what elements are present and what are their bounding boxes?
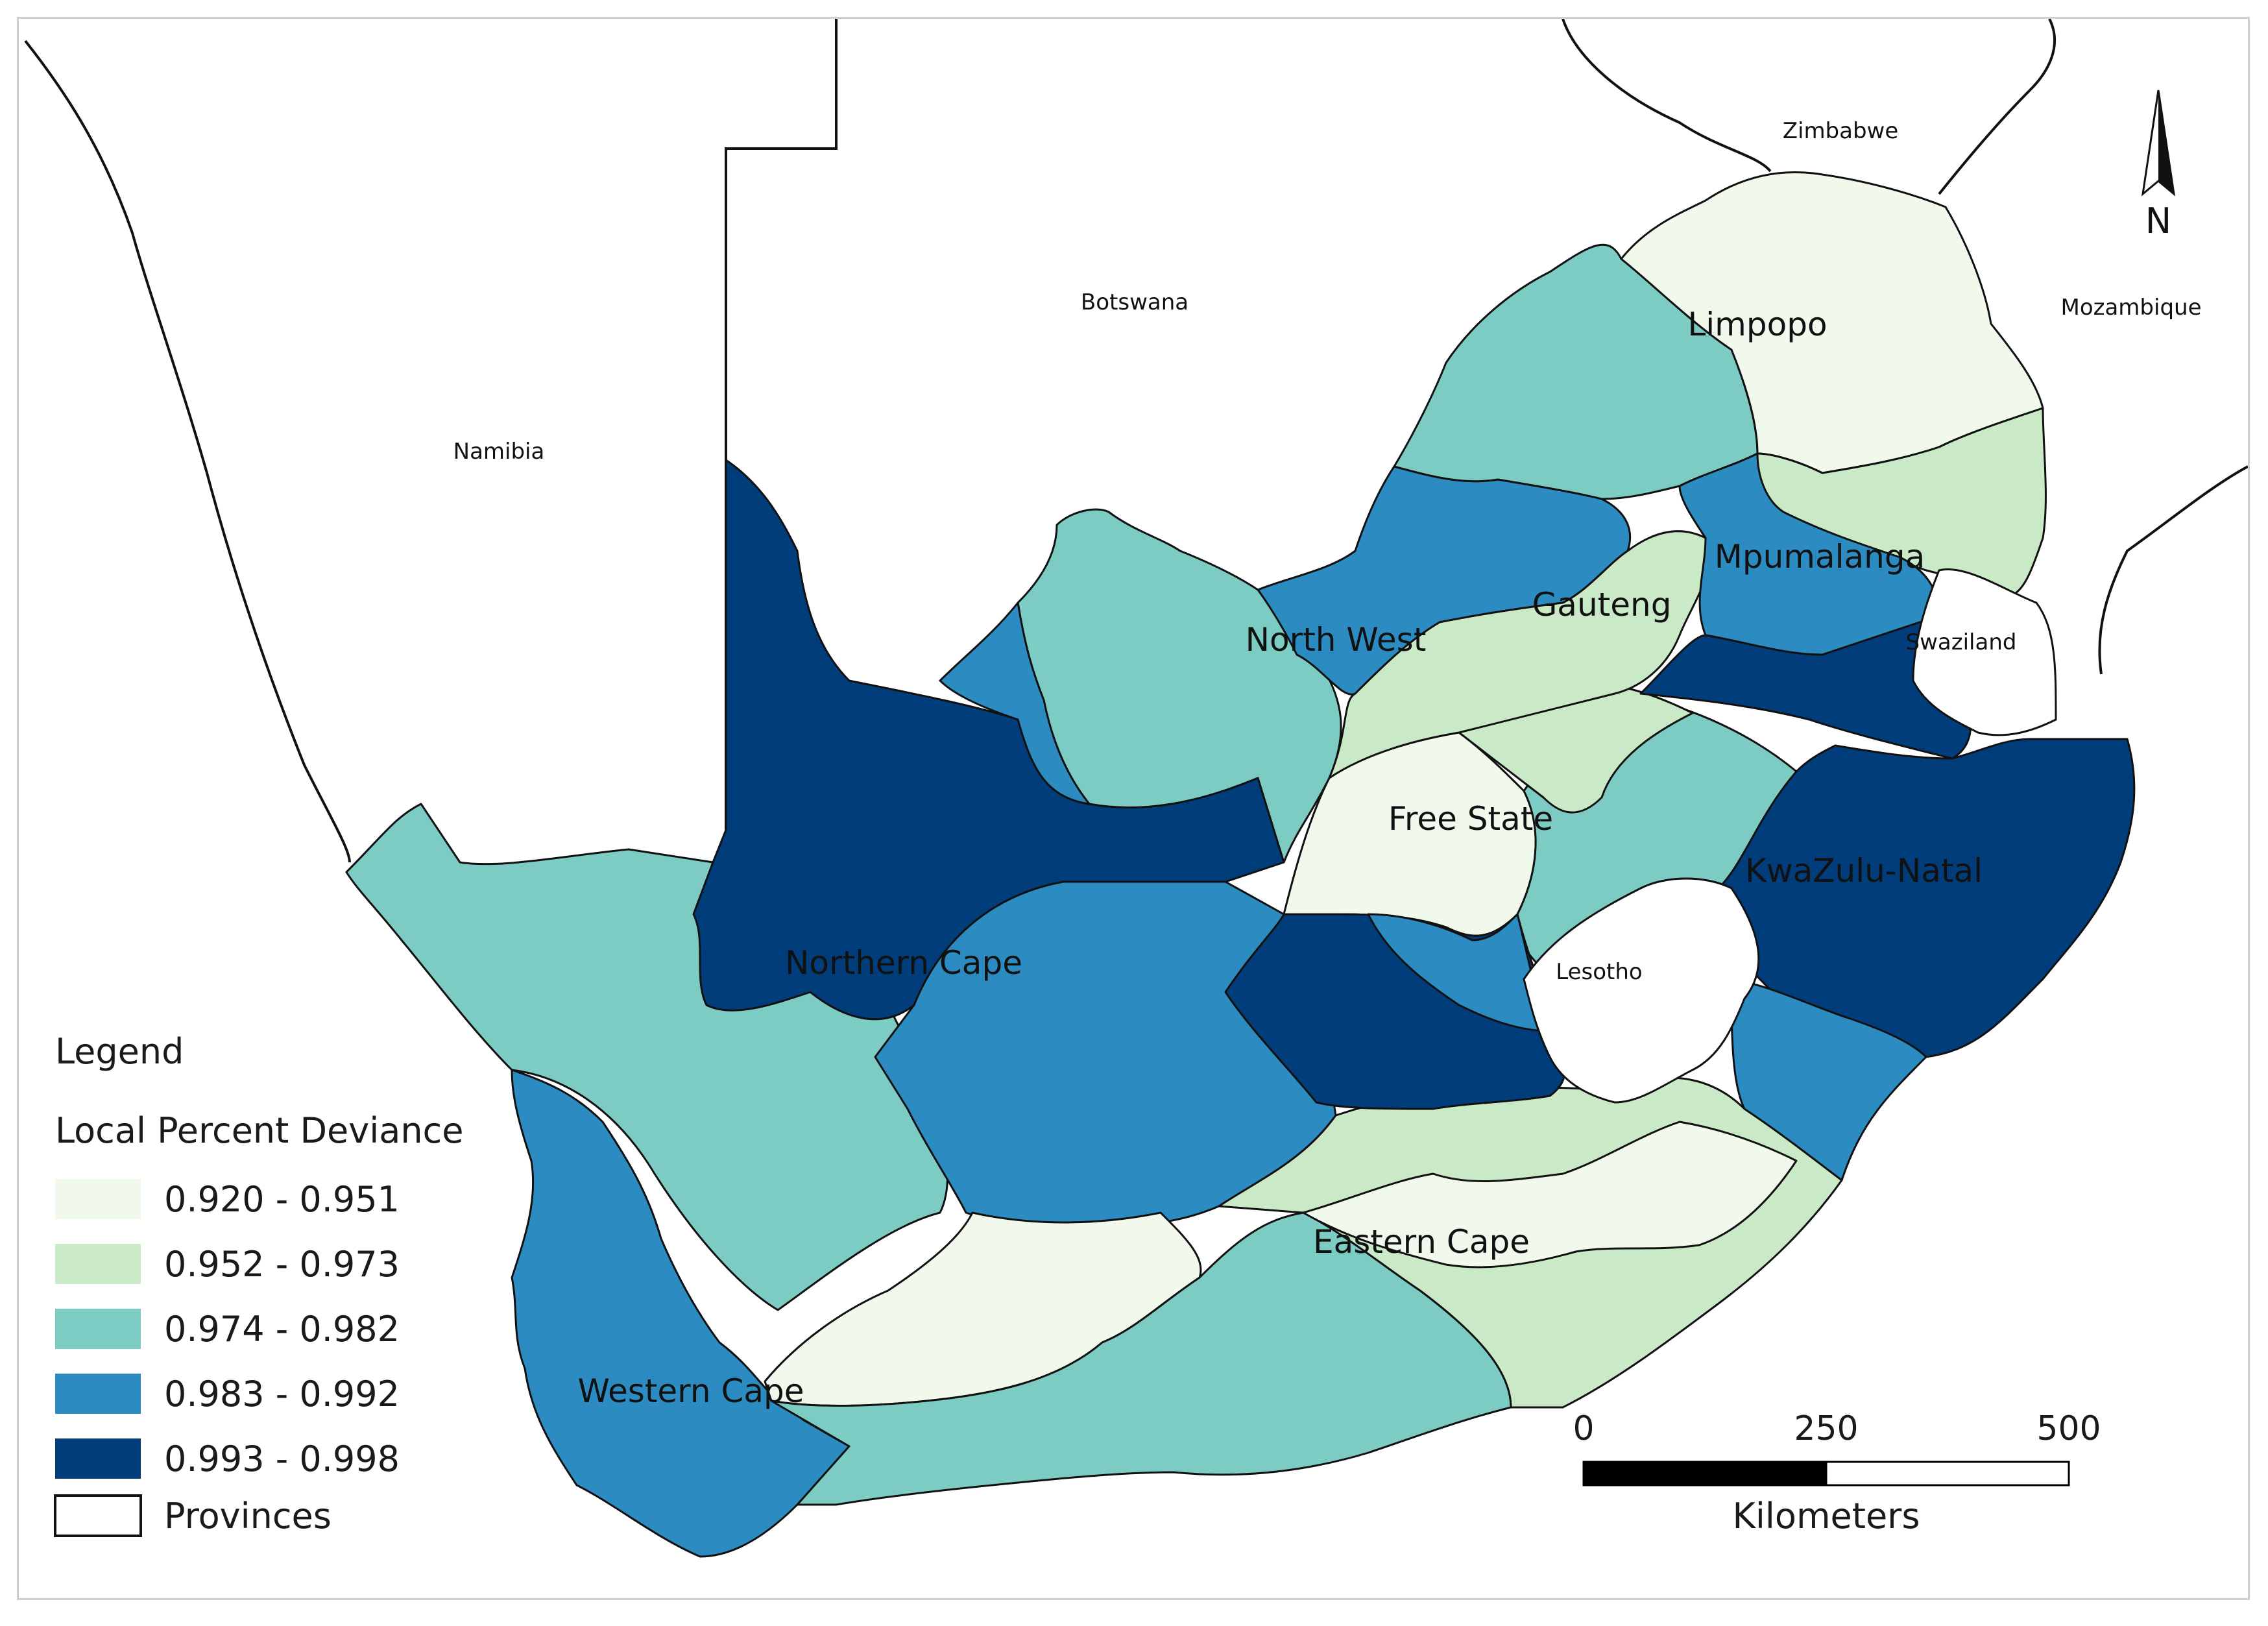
map-frame: Namibia Botswana Zimbabwe Mozambique Swa…: [17, 17, 2250, 1600]
region-eastern-cape-light: [1302, 1121, 1798, 1268]
legend-swatch-1: [55, 1244, 141, 1284]
enclaves: [1523, 568, 2057, 1104]
legend-label-0: 0.920 - 0.951: [164, 1179, 400, 1220]
label-mozambique: Mozambique: [2060, 295, 2201, 321]
coastline-namibia: [24, 40, 351, 863]
scale-bar-black: [1582, 1461, 1828, 1486]
scale-unit: Kilometers: [1732, 1496, 1920, 1536]
scale-bar-white: [1825, 1461, 2070, 1486]
legend-label-1: 0.952 - 0.973: [164, 1244, 400, 1285]
legend-label-3: 0.983 - 0.992: [164, 1374, 400, 1414]
scale-bar: 0 250 500 Kilometers: [1573, 1409, 2101, 1536]
country-labels: Namibia Botswana Zimbabwe Mozambique Swa…: [453, 118, 2202, 985]
label-namibia: Namibia: [453, 439, 545, 465]
legend: Legend Local Percent Deviance 0.920 - 0.…: [54, 1031, 463, 1537]
north-label: N: [2145, 200, 2171, 241]
swaziland-shape: [1912, 568, 2057, 736]
legend-label-2: 0.974 - 0.982: [164, 1309, 400, 1350]
botswana-zimbabwe-border: [1562, 19, 1772, 173]
label-limpopo: Limpopo: [1687, 306, 1827, 343]
scale-tick-0: 0: [1573, 1409, 1594, 1448]
legend-subtitle: Local Percent Deviance: [55, 1110, 463, 1151]
map-canvas: Namibia Botswana Zimbabwe Mozambique Swa…: [24, 19, 2248, 1558]
region-kwazulu-natal-blue: [1730, 978, 1927, 1182]
legend-label-4: 0.993 - 0.998: [164, 1438, 400, 1479]
legend-swatch-2: [55, 1309, 141, 1349]
label-northern-cape: Northern Cape: [785, 944, 1022, 982]
zimbabwe-mozambique-border: [1938, 19, 2056, 195]
label-kwazulu-natal: KwaZulu-Natal: [1745, 852, 1983, 890]
legend-label-provinces: Provinces: [164, 1496, 332, 1536]
scale-tick-1: 250: [1794, 1409, 1858, 1448]
north-arrow: N: [2141, 90, 2176, 241]
legend-classes: 0.920 - 0.951 0.952 - 0.973 0.974 - 0.982 0…: [55, 1179, 400, 1479]
label-lesotho: Lesotho: [1556, 959, 1642, 985]
label-gauteng: Gauteng: [1532, 586, 1672, 624]
region-kimberley-blue: [939, 601, 1091, 805]
legend-swatch-3: [55, 1374, 141, 1414]
label-botswana: Botswana: [1081, 289, 1188, 315]
lesotho-shape: [1523, 877, 1760, 1104]
label-zimbabwe: Zimbabwe: [1783, 118, 1899, 144]
legend-swatch-0: [55, 1179, 141, 1219]
region-gauteng-green: [1328, 530, 1710, 779]
label-free-state: Free State: [1388, 800, 1553, 838]
label-eastern-cape: Eastern Cape: [1313, 1223, 1530, 1261]
legend-title: Legend: [55, 1031, 184, 1072]
mozambique-coast: [2098, 465, 2248, 675]
region-western-cape: [511, 1069, 850, 1558]
choropleth-regions: [345, 171, 2136, 1558]
label-north-west: North West: [1246, 621, 1427, 659]
label-swaziland: Swaziland: [1906, 629, 2017, 655]
label-western-cape: Western Cape: [578, 1372, 804, 1410]
legend-swatch-provinces: [54, 1494, 142, 1537]
scale-tick-2: 500: [2036, 1409, 2101, 1448]
legend-swatch-4: [55, 1438, 141, 1479]
label-mpumalanga: Mpumalanga: [1715, 538, 1925, 576]
province-labels: Limpopo Mpumalanga North West Gauteng Fr…: [578, 306, 1983, 1410]
